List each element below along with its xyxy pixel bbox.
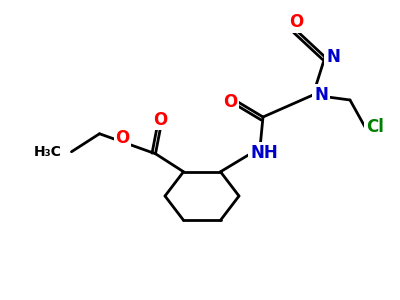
Text: Cl: Cl — [366, 118, 384, 136]
Text: O: O — [223, 93, 237, 111]
Text: H₃C: H₃C — [34, 145, 62, 159]
Text: O: O — [289, 13, 303, 31]
Text: N: N — [314, 86, 328, 104]
Text: O: O — [153, 111, 168, 129]
Text: NH: NH — [250, 144, 278, 162]
Text: O: O — [115, 129, 130, 147]
Text: N: N — [326, 48, 340, 66]
